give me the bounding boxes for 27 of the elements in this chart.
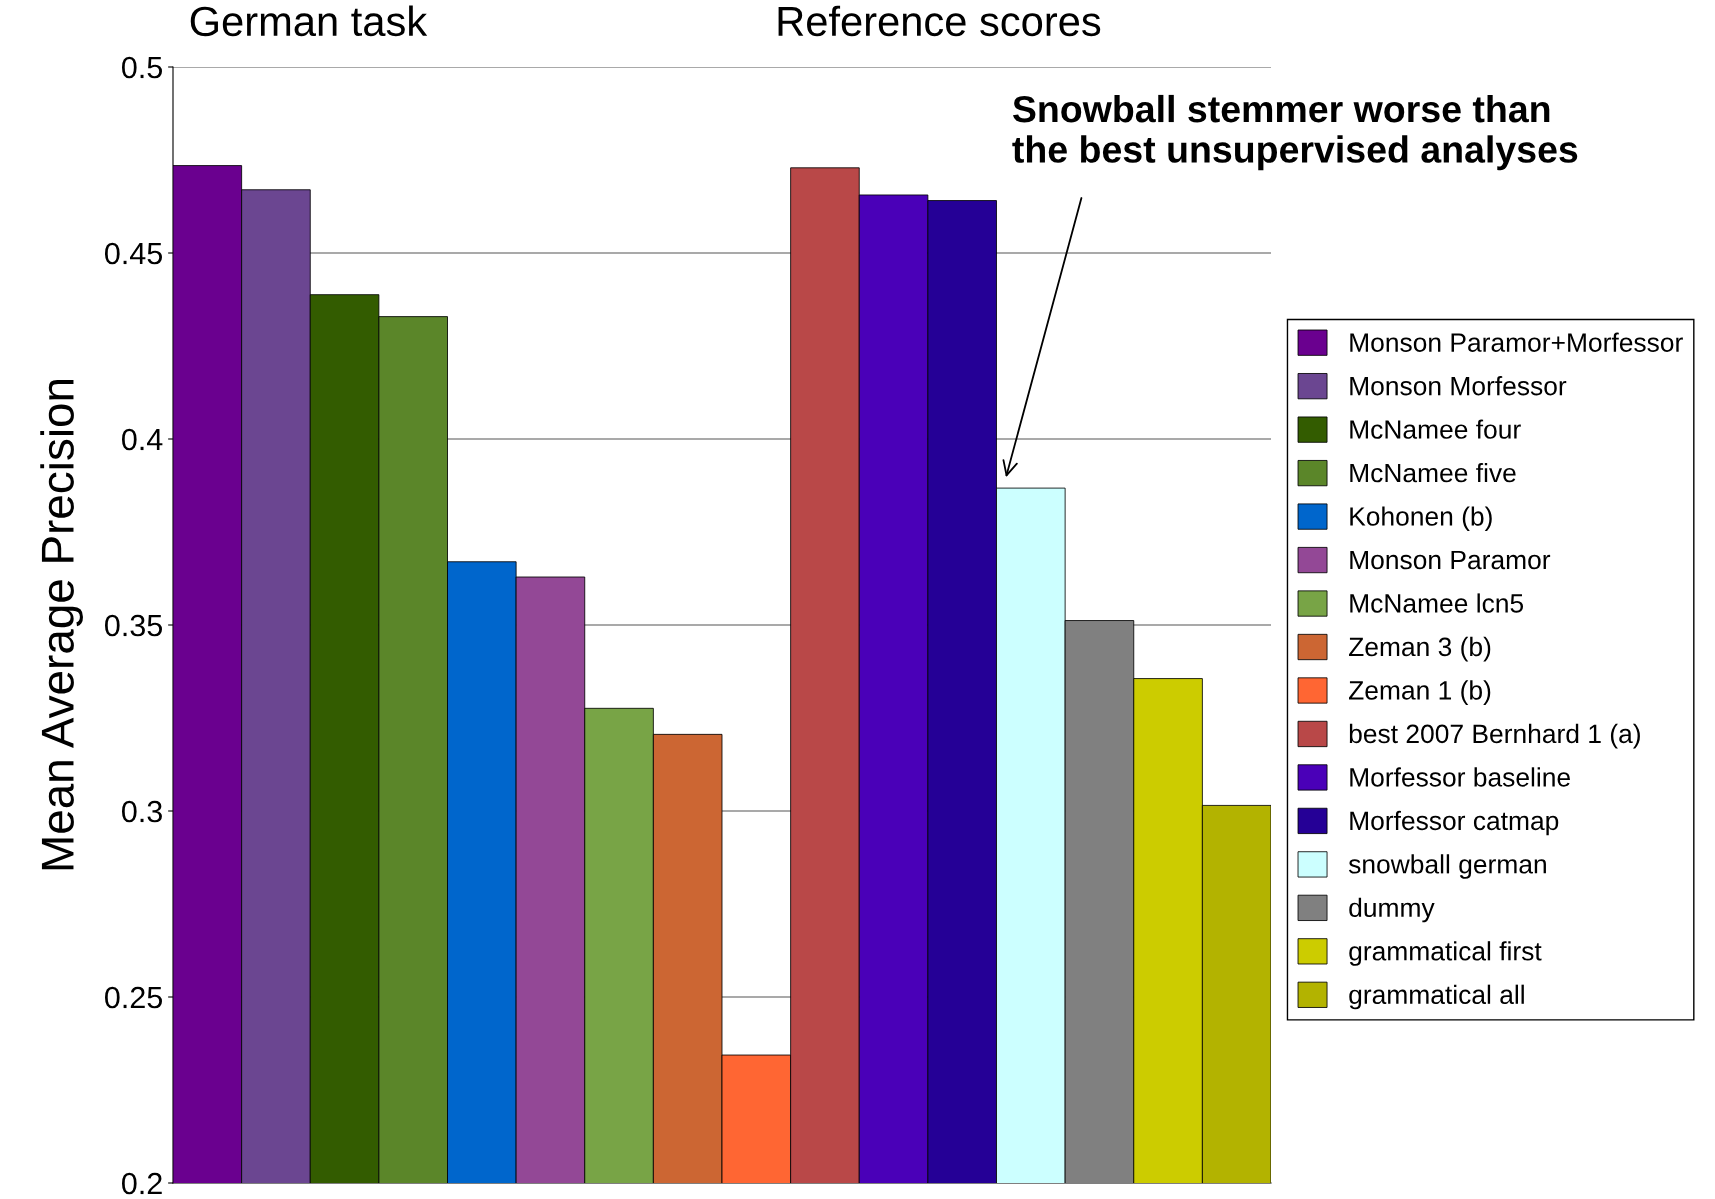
- y-tick-label: 0.2: [122, 1172, 162, 1195]
- legend-label: McNamee five: [1350, 462, 1516, 483]
- y-tick-label: 0.3: [122, 800, 162, 823]
- legend-label: Zeman 1 (b): [1349, 680, 1491, 705]
- legend-label: Zeman 3 (b): [1349, 636, 1491, 662]
- legend-label: Morfessor catmap: [1350, 810, 1559, 836]
- legend-label: McNamee four: [1350, 419, 1521, 439]
- legend-label: grammatical first: [1349, 941, 1542, 966]
- annotation: Snowball stemmer worse than the best unsupervised analyses: [1012, 94, 1578, 171]
- legend-label: best 2007 Bernhard 1 (a): [1349, 723, 1640, 749]
- legend-label: Monson Morfessor: [1350, 376, 1567, 396]
- y-tick-label: 0.25: [105, 986, 162, 1009]
- legend-label: Monson Paramor+Morfessor: [1350, 332, 1683, 352]
- legend-label: snowball german: [1348, 854, 1546, 879]
- text: Reference scores: [778, 5, 1101, 37]
- legend-label: dummy: [1349, 897, 1435, 923]
- legend-label: Morfessor baseline: [1350, 767, 1570, 787]
- legend-label: grammatical all: [1349, 984, 1524, 1010]
- y-axis-title: Mean Average Precision: [40, 379, 83, 870]
- y-tick-label: 0.45: [105, 242, 162, 265]
- y-tick-label: 0.35: [105, 614, 162, 637]
- text: German task: [190, 5, 428, 37]
- y-tick-label: 0.5: [122, 56, 162, 79]
- legend-label: Monson Paramor: [1350, 550, 1551, 570]
- y-tick-label: 0.4: [122, 428, 163, 451]
- legend-label: McNamee lcn5: [1350, 593, 1524, 613]
- legend-label: Kohonen (b): [1350, 506, 1492, 532]
